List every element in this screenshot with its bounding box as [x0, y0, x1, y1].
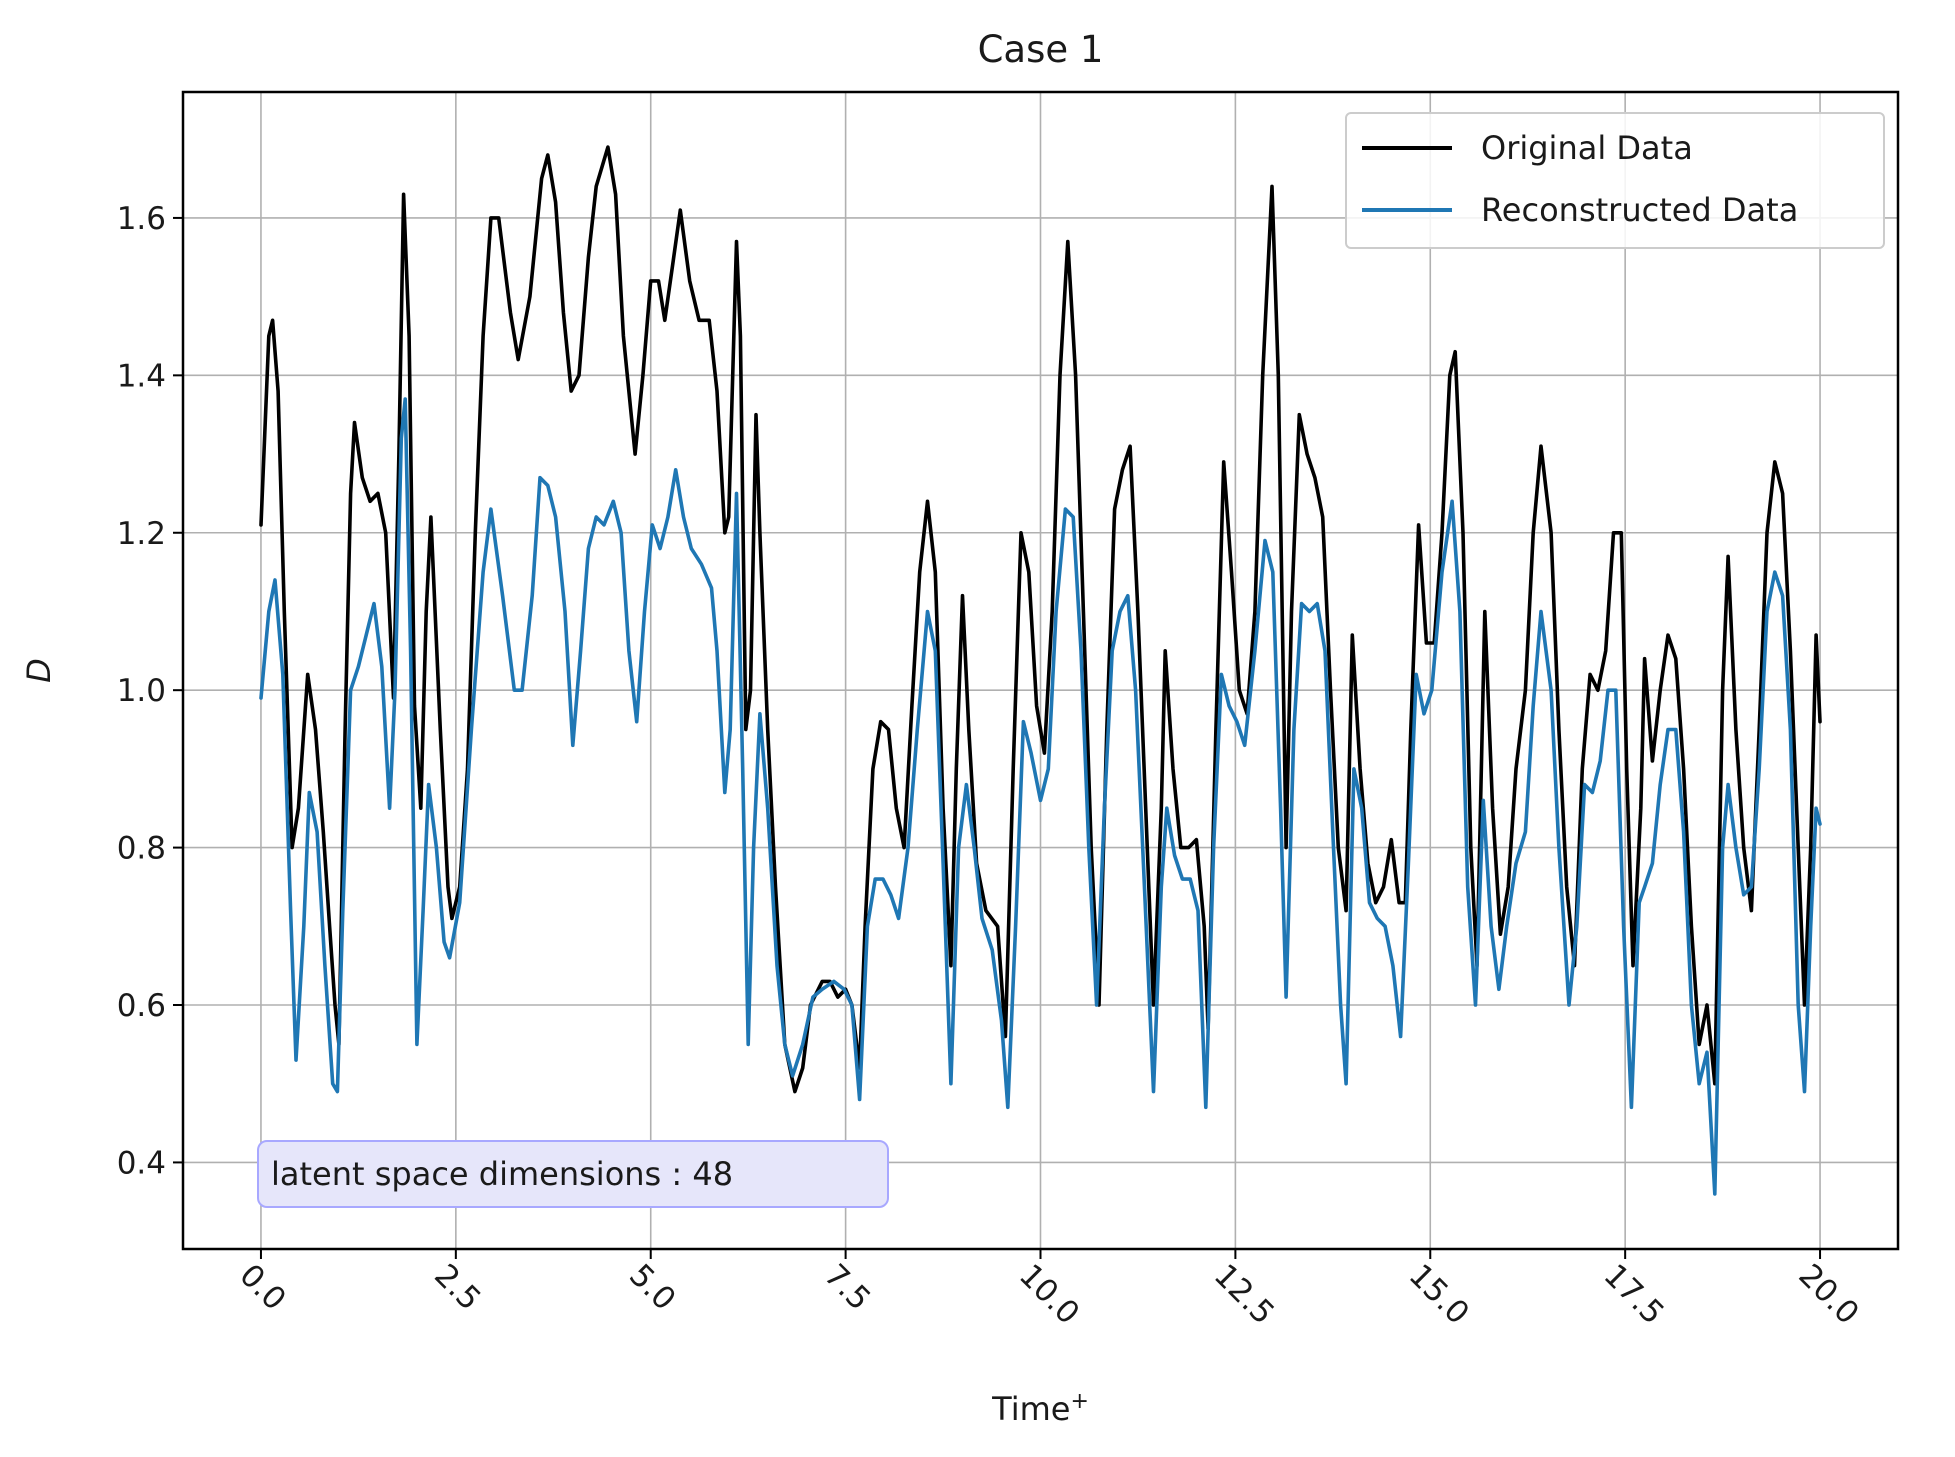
grid [183, 92, 1898, 1249]
x-axis-label: Time+ [991, 1389, 1089, 1429]
legend-label-reconstructed: Reconstructed Data [1481, 191, 1798, 229]
legend: Original Data Reconstructed Data [1345, 112, 1885, 249]
x-tick-label: 2.5 [427, 1257, 487, 1317]
y-tick-label: 1.4 [117, 358, 166, 394]
legend-box [1345, 112, 1885, 249]
y-tick-label: 1.0 [117, 673, 166, 709]
x-tick-label: 15.0 [1402, 1257, 1476, 1331]
y-tick-label: 1.2 [117, 516, 166, 552]
chart-title: Case 1 [978, 28, 1104, 71]
legend-label-original: Original Data [1481, 129, 1693, 167]
series-line-reconstructed [259, 397, 1822, 1196]
series-line-original [259, 145, 1822, 1094]
x-tick-label: 12.5 [1207, 1257, 1281, 1331]
x-tick-label: 5.0 [622, 1257, 682, 1317]
x-tick-label: 10.0 [1012, 1257, 1086, 1331]
x-axis-label-superscript: + [1070, 1389, 1088, 1414]
x-tick-label: 20.0 [1791, 1257, 1865, 1331]
y-tick-label: 0.6 [117, 988, 166, 1024]
x-tick-label: 17.5 [1597, 1257, 1671, 1331]
x-tick-label: 0.0 [232, 1257, 292, 1317]
y-tick-label: 1.6 [117, 201, 166, 237]
x-axis-label-text: Time [991, 1390, 1070, 1428]
annotation-box: latent space dimensions : 48 [257, 1140, 889, 1208]
x-tick-label: 7.5 [817, 1257, 877, 1317]
y-axis-label: D [20, 658, 58, 683]
series-lines [259, 145, 1822, 1196]
y-tick-label: 0.4 [117, 1145, 166, 1181]
y-tick-label: 0.8 [117, 831, 166, 867]
annotation-background [257, 1140, 889, 1208]
annotation-text: latent space dimensions : 48 [271, 1155, 733, 1193]
